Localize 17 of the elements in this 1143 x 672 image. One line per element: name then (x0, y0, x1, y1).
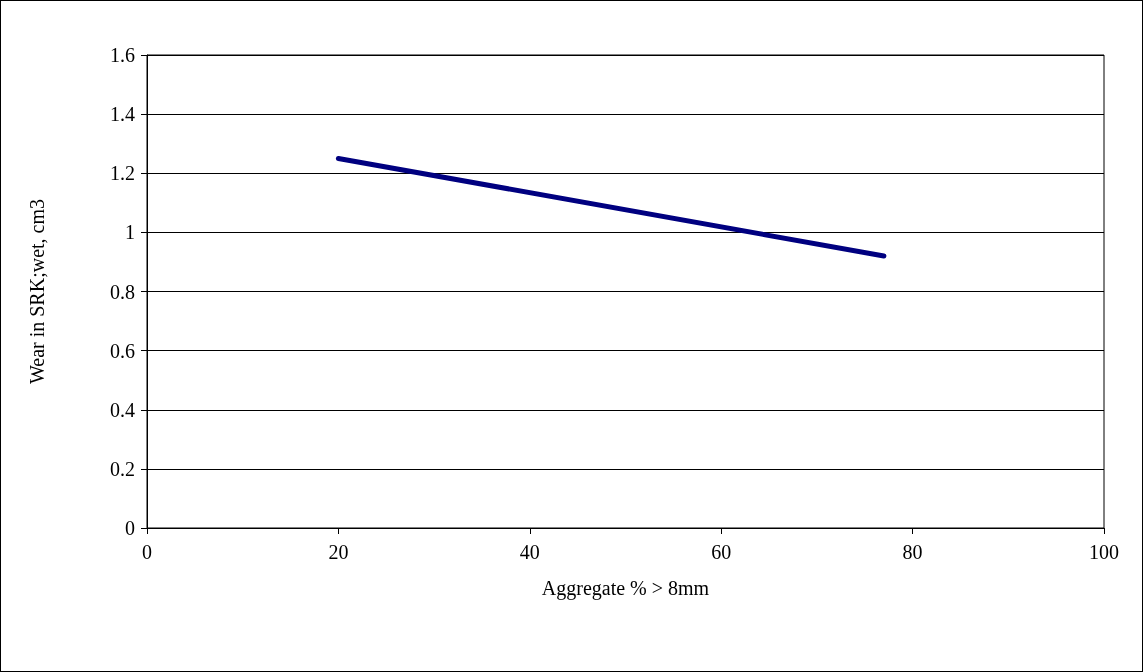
x-tick-label: 20 (328, 541, 349, 563)
y-tick-label: 0.2 (110, 457, 135, 480)
y-tick-label: 1.4 (110, 103, 135, 126)
x-tick-label: 80 (902, 541, 923, 563)
y-tick-label: 0.8 (110, 280, 135, 303)
x-tick-label: 0 (142, 541, 152, 563)
y-axis-title: Wear in SRK;wet, cm3 (26, 198, 48, 385)
y-tick-label: 1.2 (110, 162, 135, 185)
x-tick-label: 40 (519, 541, 540, 563)
x-tick-label: 60 (711, 541, 732, 563)
x-axis-title: Aggregate % > 8mm (541, 577, 710, 600)
x-tick-label: 100 (1089, 541, 1119, 563)
y-tick-label: 0.6 (110, 339, 135, 362)
y-tick-label: 0.4 (110, 398, 135, 421)
y-tick-label: 0 (125, 517, 135, 539)
y-tick-label: 1.6 (110, 44, 135, 66)
y-tick-label: 1 (125, 221, 135, 244)
